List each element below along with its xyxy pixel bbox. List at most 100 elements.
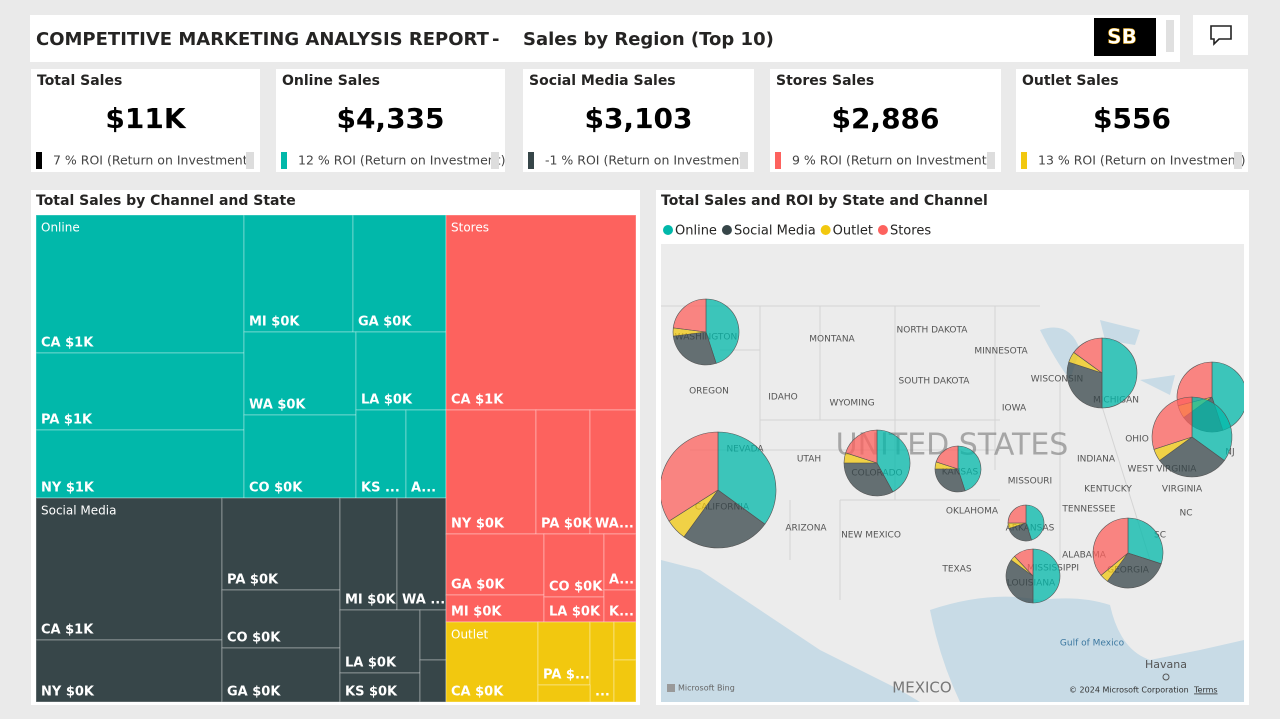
treemap-tile-label: WA $0K (249, 398, 306, 413)
kpi-roi: 7 % ROI (Return on Investment) (53, 153, 253, 168)
treemap-tile (537, 684, 591, 703)
treemap-tile-label: PA $1K (41, 413, 93, 428)
comment-button[interactable] (1193, 15, 1248, 55)
scroll (1234, 152, 1242, 169)
state-label: OHIO (1125, 435, 1149, 445)
roi-indicator (281, 152, 287, 169)
state-label: IDAHO (768, 393, 797, 403)
pie-slice (1025, 504, 1045, 541)
state-label: NEW MEXICO (841, 531, 901, 541)
logo (1094, 18, 1156, 56)
treemap-tile-label: KS $0K (345, 685, 398, 700)
treemap-tile-label: CO $0K (227, 631, 281, 646)
treemap-tile-label: KS ... (361, 481, 400, 496)
treemap-tile-label: LA $0K (549, 605, 601, 620)
state-label: TEXAS (941, 565, 972, 575)
treemap-tile (613, 621, 637, 661)
logo-text: SB (1107, 25, 1137, 49)
pie-slice (1032, 548, 1061, 604)
pie-slice (1007, 504, 1027, 524)
state-label: ALABAMA (1062, 551, 1107, 561)
treemap-tile-label: A... (411, 481, 436, 496)
treemap-tile (352, 214, 447, 333)
state-label: TENNESSEE (1061, 505, 1115, 515)
gulf-water (930, 596, 1244, 702)
kpi-roi: 13 % ROI (Return on Investment) (1038, 153, 1245, 168)
treemap-tile (419, 659, 447, 703)
state-label: ARIZONA (785, 524, 827, 534)
roi-indicator (1021, 152, 1027, 169)
pie-slice (934, 468, 966, 493)
report-subtitle: Sales by Region (Top 10) (523, 29, 774, 50)
treemap-tile-label: NY $0K (451, 517, 505, 532)
water-label: Gulf of Mexico (1060, 639, 1125, 649)
treemap-group-label: Outlet (451, 628, 488, 642)
treemap-tile (445, 594, 545, 623)
state-label: IOWA (1002, 404, 1027, 414)
pie-slice (683, 489, 766, 549)
bing-icon (667, 684, 675, 692)
map-title: Total Sales and ROI by State and Channel (661, 193, 988, 209)
treemap-tile (339, 497, 398, 611)
treemap-tile-label: MI $0K (249, 315, 300, 330)
pie-slice (1101, 337, 1138, 409)
treemap-tile-label: MI $0K (451, 605, 502, 620)
state-label: KENTUCKY (1084, 485, 1132, 495)
state-label: NJ (1225, 448, 1234, 458)
pie-slice (1005, 559, 1034, 604)
treemap-tile-label: MI $0K (345, 593, 396, 608)
legend-label: Stores (890, 224, 931, 239)
pie-slice (717, 431, 777, 525)
state-label: WYOMING (829, 399, 874, 409)
scroll (491, 152, 499, 169)
state-label: SOUTH DAKOTA (899, 377, 971, 387)
state-label: NC (1179, 509, 1192, 519)
treemap-tile-label: A... (609, 573, 634, 588)
legend-dot (663, 225, 673, 235)
treemap-tile-label: GA $0K (227, 685, 281, 700)
roi-indicator (36, 152, 42, 169)
treemap-tile (419, 609, 447, 661)
map-attribution: © 2024 Microsoft Corporation (1069, 686, 1189, 695)
state-label: INDIANA (1077, 455, 1116, 465)
treemap-tile-label: CA $1K (41, 336, 94, 351)
kpi-label: Stores Sales (776, 73, 874, 89)
legend-dot (877, 225, 888, 235)
treemap-tile (355, 409, 407, 499)
state-label: OREGON (689, 387, 729, 397)
treemap-tile (589, 409, 637, 535)
scroll (987, 152, 995, 169)
treemap-tile-label: CA $1K (451, 393, 504, 408)
treemap-tile-label: WA ... (402, 593, 445, 608)
pie-slice (1151, 396, 1193, 450)
state-label: SC (1154, 531, 1166, 541)
pacific (661, 560, 920, 702)
pie-layer (661, 298, 1244, 604)
treemap-tile (445, 409, 537, 535)
treemap-tile (613, 659, 637, 703)
separator: - (492, 29, 499, 50)
pie-slice (957, 445, 982, 492)
treemap-tile (243, 331, 357, 416)
treemap-tile (445, 214, 637, 411)
kpi-label: Online Sales (282, 73, 380, 89)
pie-slice (876, 429, 911, 493)
treemap-group-label: Social Media (41, 504, 116, 518)
kpi-value: $2,886 (831, 102, 939, 135)
treemap-tile (221, 647, 341, 703)
state-label: NORTH DAKOTA (897, 326, 969, 336)
kpi-value: $11K (105, 102, 186, 135)
legend-dot (820, 225, 831, 235)
treemap-tile (396, 497, 447, 611)
kpi-value: $3,103 (584, 102, 692, 135)
treemap-tile (35, 497, 223, 641)
treemap-tile (603, 589, 637, 623)
treemap-tile (35, 639, 223, 703)
lakes (1040, 320, 1175, 395)
treemap-tile-label: WA... (595, 517, 634, 532)
comment-icon (1210, 25, 1232, 46)
kpi-card (31, 69, 260, 172)
pie-slice (661, 431, 719, 522)
treemap-tile-label: LA $0K (345, 656, 397, 671)
